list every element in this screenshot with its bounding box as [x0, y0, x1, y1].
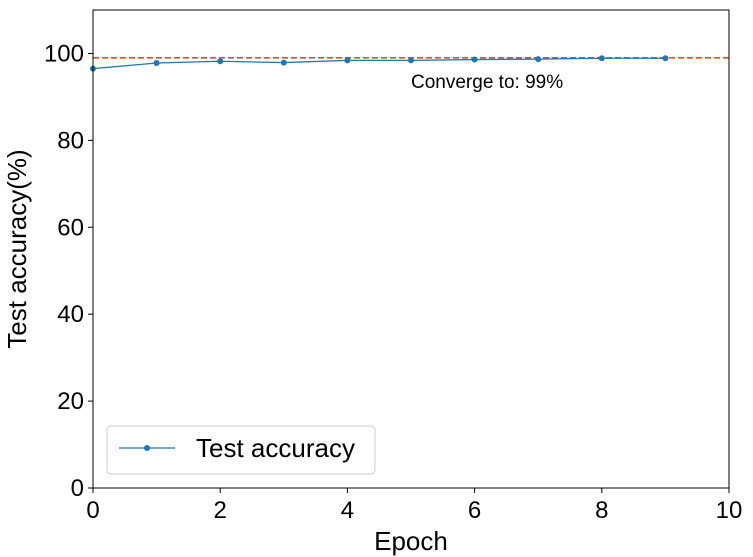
data-point: [535, 56, 541, 62]
data-point: [408, 57, 414, 63]
x-tick-label: 10: [716, 497, 743, 524]
x-tick-label: 0: [86, 497, 99, 524]
x-tick-label: 6: [468, 497, 481, 524]
y-axis-label: Test accuracy(%): [2, 149, 32, 348]
y-tick-label: 100: [44, 40, 84, 67]
data-point: [472, 57, 478, 63]
x-tick-label: 4: [341, 497, 354, 524]
data-point: [217, 58, 223, 64]
x-tick-label: 2: [214, 497, 227, 524]
annotation-text: Converge to: 99%: [411, 72, 563, 93]
y-tick-label: 0: [71, 475, 84, 502]
legend: Test accuracy: [107, 426, 375, 474]
x-tick-label: 8: [595, 497, 608, 524]
y-tick-label: 40: [57, 301, 84, 328]
y-tick-label: 20: [57, 388, 84, 415]
legend-entry-label: Test accuracy: [196, 433, 355, 463]
y-tick-label: 80: [57, 127, 84, 154]
data-point: [344, 57, 350, 63]
data-point: [154, 60, 160, 66]
data-point: [599, 55, 605, 61]
x-axis-label: Epoch: [374, 526, 448, 556]
data-point: [281, 60, 287, 66]
data-point: [662, 55, 668, 61]
legend-marker-sample: [144, 445, 150, 451]
y-tick-label: 60: [57, 214, 84, 241]
